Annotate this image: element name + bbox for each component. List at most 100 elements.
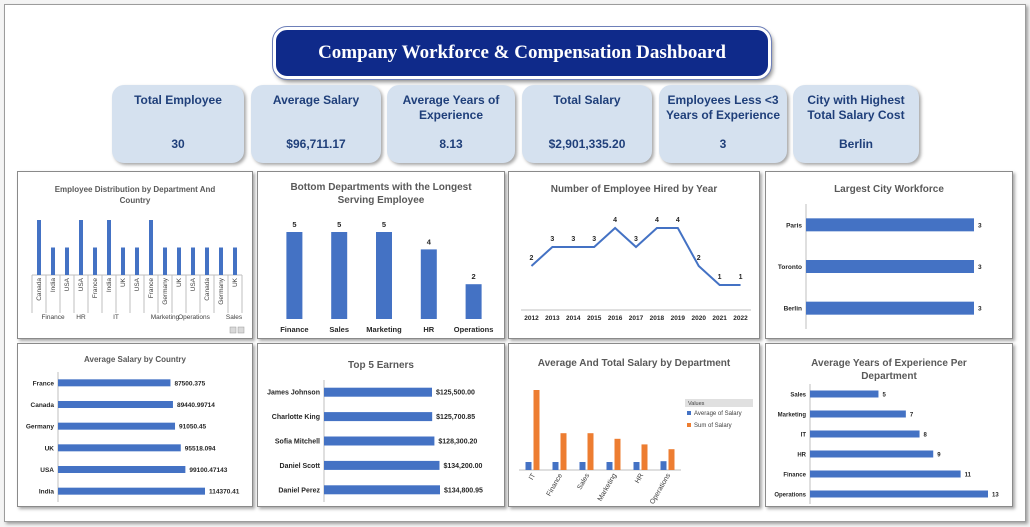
tick-label: USA	[64, 277, 71, 291]
legend-swatch	[687, 423, 691, 427]
bar	[286, 232, 303, 319]
data-label: 4	[676, 217, 680, 224]
bar-sum	[560, 433, 567, 470]
group-label: HR	[76, 314, 86, 321]
tick-label: Marketing	[366, 325, 402, 334]
data-label: 2	[472, 272, 476, 281]
tick-label: USA	[134, 277, 141, 291]
tick-label: UK	[176, 277, 183, 287]
bar-sum	[587, 433, 594, 470]
data-label: 4	[427, 237, 432, 246]
data-label: 4	[655, 217, 659, 224]
bar	[191, 247, 195, 275]
bar	[121, 247, 125, 275]
panel-dept-country: Employee Distribution by Department And C…	[17, 171, 253, 339]
data-label: 89440.99714	[177, 402, 215, 409]
legend-title: Values	[688, 401, 705, 407]
data-label: 95518.094	[185, 445, 216, 452]
chart-avg-experience: Average Years of Experience Per Departmen…	[774, 358, 999, 504]
chart-title: Department	[861, 371, 917, 382]
chart-avg-total-salary: Average And Total Salary by Department IT…	[519, 358, 753, 506]
data-label: 1	[718, 274, 722, 281]
tick-label: Germany	[218, 277, 225, 304]
tick-label: 2017	[629, 315, 644, 322]
tick-label: 2014	[566, 315, 581, 322]
bar-average	[552, 462, 559, 470]
panel-city-workforce: Largest City Workforce Paris 3 Toronto 3 Berl…	[765, 171, 1013, 339]
data-label: 5	[337, 220, 341, 229]
kpi-value: $96,711.17	[286, 137, 346, 151]
chart-title: Average Salary by Country	[84, 355, 187, 364]
bar-sum	[641, 444, 648, 470]
tick-label: Berlin	[784, 306, 802, 313]
group-label: Sales	[226, 314, 243, 321]
bar	[465, 284, 482, 319]
bar-average	[660, 461, 667, 470]
group-label: Marketing	[151, 314, 180, 321]
kpi-label: Total Employee	[134, 93, 222, 107]
tick-label: Finance	[280, 325, 308, 334]
bar	[135, 247, 139, 275]
expand-icon	[229, 326, 237, 334]
tick-label: India	[50, 278, 57, 292]
chart-title: Largest City Workforce	[834, 184, 944, 195]
data-label: 11	[965, 473, 972, 479]
bar	[149, 220, 153, 275]
tick-label: Canada	[36, 278, 43, 301]
bar	[163, 247, 167, 275]
bar	[219, 247, 223, 275]
kpi-label: Employees Less <3 Years of Experience	[665, 93, 781, 122]
tick-label: 2022	[733, 315, 748, 322]
bar	[810, 390, 879, 398]
data-label: 114370.41	[209, 489, 240, 496]
panel-avg-experience: Average Years of Experience Per Departmen…	[765, 343, 1013, 507]
tick-label: Finance	[546, 472, 565, 497]
chart-title: Number of Employee Hired by Year	[551, 184, 718, 195]
data-label: $128,300.20	[438, 439, 477, 446]
tick-label: James Johnson	[267, 390, 320, 397]
kpi-value: 30	[171, 137, 185, 151]
tick-label: India	[106, 278, 113, 292]
kpi-label: Average Years of Experience	[402, 93, 500, 122]
data-label: 13	[992, 493, 999, 499]
data-label: 87500.375	[174, 380, 205, 387]
legend-label: Sum of Salary	[694, 423, 732, 429]
data-label: $125,700.85	[436, 414, 475, 421]
group-label: Finance	[41, 314, 65, 321]
tick-label: 2020	[691, 315, 706, 322]
tick-label: France	[148, 278, 155, 299]
kpi-average-experience: Average Years of Experience 8.13	[387, 85, 515, 163]
group-label: Operations	[178, 314, 211, 321]
bar	[58, 444, 181, 452]
chart-city-workforce: Largest City Workforce Paris 3 Toronto 3 Berl…	[778, 184, 982, 329]
tick-label: Canada	[31, 402, 55, 409]
legend-swatch	[687, 411, 691, 415]
bar	[79, 220, 83, 275]
bar	[420, 249, 437, 319]
bar	[376, 232, 392, 319]
tick-label: 2021	[712, 315, 727, 322]
group-label: IT	[113, 314, 119, 321]
tick-label: Daniel Perez	[278, 487, 320, 494]
kpi-value: Berlin	[838, 137, 873, 151]
data-label: 2	[697, 255, 701, 262]
kpi-low-experience: Employees Less <3 Years of Experience 3	[659, 85, 787, 163]
data-label: 91050.45	[179, 424, 206, 431]
bar-average	[579, 462, 586, 470]
data-label: $134,200.00	[443, 463, 482, 470]
tick-label: Charlotte King	[272, 414, 320, 421]
tick-label: 2012	[524, 315, 539, 322]
chart-title: Employee Distribution by Department And	[55, 185, 216, 194]
bar	[806, 301, 974, 315]
data-label: 5	[882, 393, 886, 399]
panel-avg-total-salary: Average And Total Salary by Department IT…	[508, 343, 760, 507]
legend-label: Average of Salary	[694, 411, 742, 417]
chart-hired-by-year: Number of Employee Hired by Year 2012 2 201…	[521, 184, 751, 322]
bar	[107, 220, 111, 275]
tick-label: UK	[45, 445, 55, 452]
chart-title: Bottom Departments with the Longest	[290, 182, 472, 193]
chart-title: Top 5 Earners	[348, 360, 414, 371]
panel-longest-serving: Bottom Departments with the Longest Servi…	[257, 171, 505, 339]
panel-top-earners: Top 5 Earners James Johnson $125,500.00 Cha…	[257, 343, 505, 507]
bar-average	[606, 462, 613, 470]
